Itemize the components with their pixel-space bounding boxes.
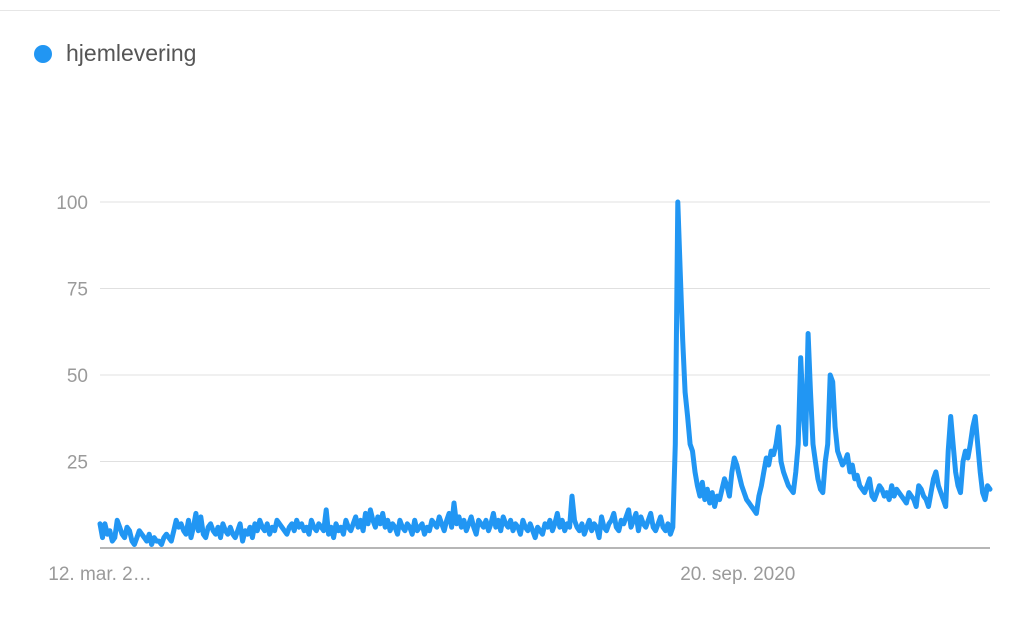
x-tick-label: 12. mar. 2…: [48, 564, 152, 585]
top-divider: [0, 10, 1000, 11]
legend-label: hjemlevering: [66, 40, 197, 66]
y-tick-label-75: 75: [67, 280, 88, 301]
x-axis-tick-labels: 12. mar. 2… 20. sep. 2020: [48, 564, 795, 585]
y-axis-tick-labels: 100 75 50 25: [56, 193, 88, 474]
circle-dot-icon: [34, 44, 52, 63]
legend: hjemlevering: [34, 40, 196, 67]
y-tick-label-50: 50: [67, 366, 88, 387]
gridlines: [100, 201, 990, 549]
x-tick-label: 20. sep. 2020: [680, 564, 795, 585]
series-line-hjemlevering: [97, 199, 993, 547]
y-tick-label-25: 25: [67, 453, 88, 474]
y-tick-label-100: 100: [56, 193, 88, 214]
series-lines: [97, 199, 993, 547]
